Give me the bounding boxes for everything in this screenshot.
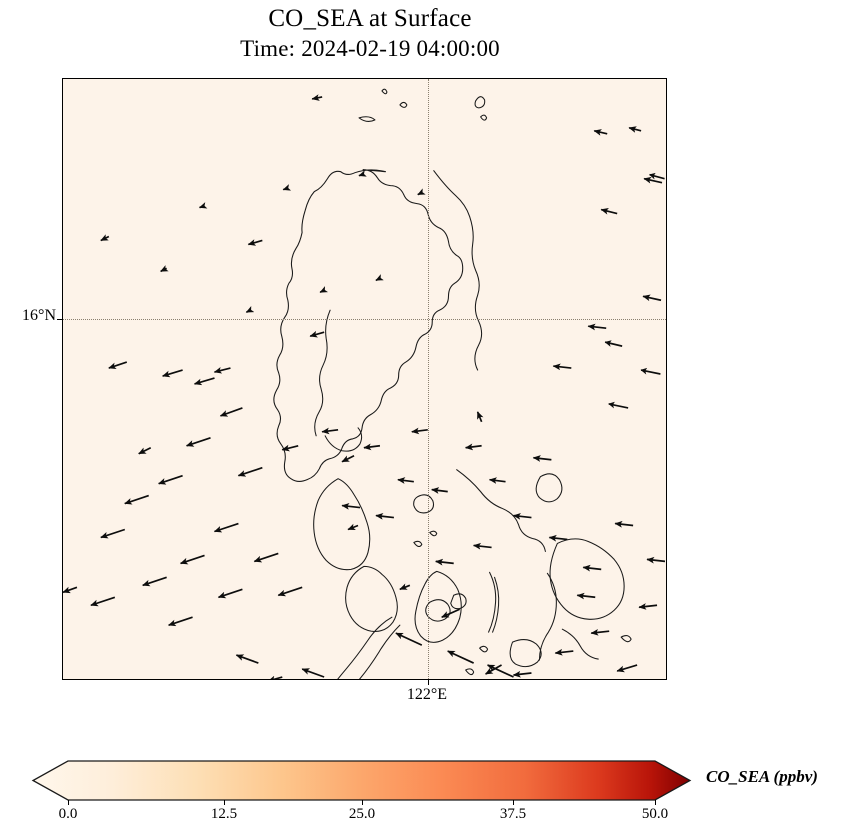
xtick-122e: [428, 679, 429, 685]
xtick-label-122e: 122°E: [406, 686, 448, 703]
cbtick-1: [224, 800, 225, 805]
ytick-16n: [57, 319, 63, 320]
coastline-layer: [273, 88, 632, 679]
title-primary: CO_SEA at Surface: [268, 5, 472, 32]
cbtick-4: [655, 800, 656, 805]
colorbar-tick-label-0: 0.0: [58, 806, 78, 822]
scalar-field-layer: [63, 79, 666, 679]
colorbar-label: CO_SEA (ppbv): [706, 767, 818, 786]
colorbar-tick-label-4: 50.0: [641, 806, 669, 822]
map-plot-area[interactable]: [57, 78, 667, 685]
cbtick-2: [362, 800, 363, 805]
gridline-16n: [63, 319, 666, 320]
cbtick-3: [513, 800, 514, 805]
colorbar-gradient-bar: [31, 760, 692, 801]
title-timestamp: Time: 2024-02-19 04:00:00: [240, 36, 500, 61]
wind-quiver-layer: [63, 94, 666, 679]
colorbar-tick-label-1: 12.5: [210, 806, 238, 822]
map-canvas: [63, 79, 666, 679]
colorbar-tick-label-2: 25.0: [348, 806, 376, 822]
colorbar-tick-label-3: 37.5: [499, 806, 527, 822]
chart-title: CO_SEA at Surface Time: 2024-02-19 04:00…: [0, 4, 740, 63]
gridline-122e: [428, 79, 429, 679]
cbtick-0: [68, 800, 69, 805]
ytick-label-16n: 16°N: [22, 307, 56, 324]
